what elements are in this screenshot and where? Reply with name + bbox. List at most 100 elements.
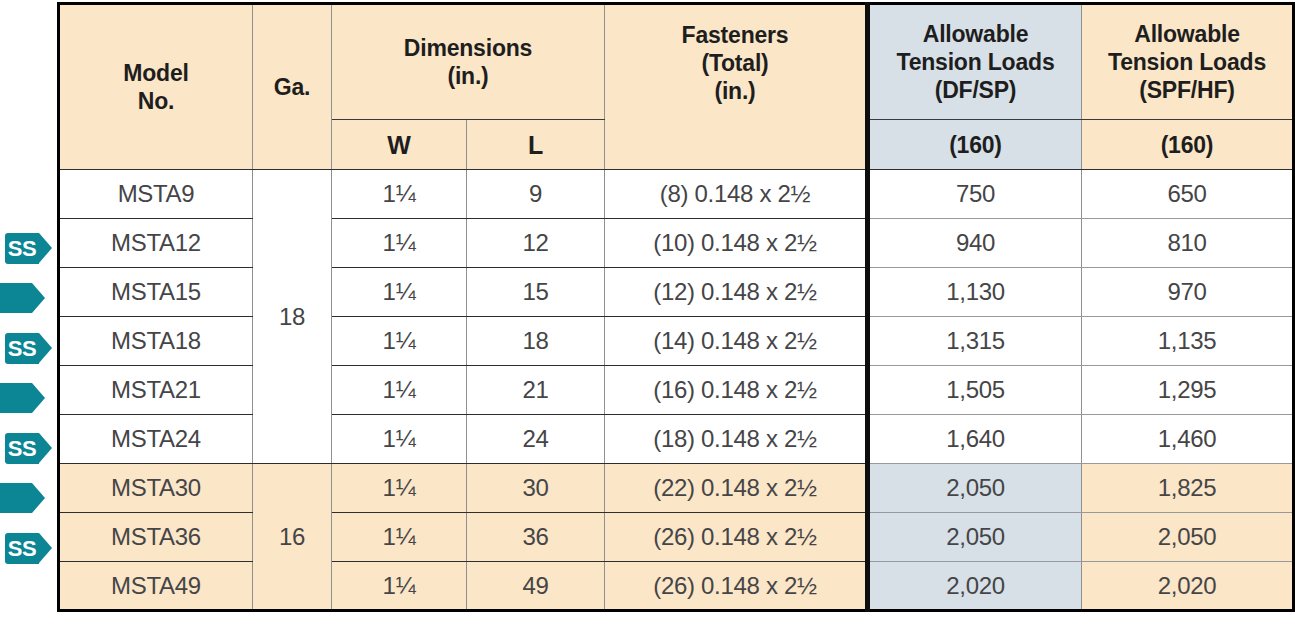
arrow-marker-icon [0,383,45,413]
marker-arrow-tip [39,333,52,363]
cell-w: 1¼ [332,219,467,268]
cell-w: 1¼ [332,415,467,464]
cell-model: MSTA21 [59,366,253,415]
col-header-loads-spfhf: Allowable Tension Loads (SPF/HF) [1082,4,1294,120]
cell-model: MSTA15 [59,268,253,317]
cell-fasteners: (16) 0.148 x 2½ [605,366,868,415]
cell-fasteners: (26) 0.148 x 2½ [605,513,868,562]
table-row: MSTA30 16 1¼ 30 (22) 0.148 x 2½ 2,050 1,… [59,464,1294,513]
ss-marker-label: SS [5,433,39,464]
cell-l: 18 [467,317,605,366]
cell-load-dfsp: 1,315 [868,317,1082,366]
cell-load-dfsp: 2,050 [868,464,1082,513]
col-header-ga: Ga. [253,4,332,170]
cell-ga-group-18: 18 [253,170,332,464]
table-row: MSTA12 1¼ 12 (10) 0.148 x 2½ 940 810 [59,219,1294,268]
table-row: MSTA49 1¼ 49 (26) 0.148 x 2½ 2,020 2,020 [59,562,1294,611]
cell-l: 36 [467,513,605,562]
col-header-w: W [332,120,467,170]
marker-arrow-tip [32,283,45,313]
cell-fasteners: (8) 0.148 x 2½ [605,170,868,219]
ss-marker-icon: SS [5,433,52,464]
cell-w: 1¼ [332,366,467,415]
cell-w: 1¼ [332,562,467,611]
marker-arrow-tip [39,233,52,263]
ss-marker-icon: SS [5,233,52,264]
ss-marker-icon: SS [5,333,52,364]
marker-arrow-tip [32,483,45,513]
cell-load-dfsp: 2,050 [868,513,1082,562]
cell-load-spfhf: 810 [1082,219,1294,268]
cell-model: MSTA49 [59,562,253,611]
arrow-marker-body [0,283,32,313]
cell-l: 49 [467,562,605,611]
cell-load-spfhf: 1,825 [1082,464,1294,513]
cell-fasteners: (14) 0.148 x 2½ [605,317,868,366]
cell-fasteners: (26) 0.148 x 2½ [605,562,868,611]
marker-arrow-tip [39,533,52,563]
ss-marker-label: SS [5,533,39,564]
load-table: Model No. Ga. Dimensions (in.) Fasteners… [57,2,1295,612]
cell-fasteners: (10) 0.148 x 2½ [605,219,868,268]
cell-l: 12 [467,219,605,268]
cell-l: 9 [467,170,605,219]
cell-w: 1¼ [332,268,467,317]
cell-load-dfsp: 940 [868,219,1082,268]
cell-load-spfhf: 2,020 [1082,562,1294,611]
cell-model: MSTA12 [59,219,253,268]
cell-load-spfhf: 1,460 [1082,415,1294,464]
cell-load-dfsp: 750 [868,170,1082,219]
cell-l: 21 [467,366,605,415]
col-header-loads-dfsp: Allowable Tension Loads (DF/SP) [868,4,1082,120]
ss-marker-icon: SS [5,533,52,564]
ss-marker-label: SS [5,333,39,364]
cell-load-dfsp: 1,130 [868,268,1082,317]
col-header-l: L [467,120,605,170]
cell-model: MSTA36 [59,513,253,562]
arrow-marker-icon [0,283,45,313]
col-subheader-dfsp-160: (160) [868,120,1082,170]
cell-load-spfhf: 970 [1082,268,1294,317]
cell-load-dfsp: 2,020 [868,562,1082,611]
cell-l: 15 [467,268,605,317]
cell-load-spfhf: 1,295 [1082,366,1294,415]
cell-load-dfsp: 1,640 [868,415,1082,464]
cell-model: MSTA24 [59,415,253,464]
marker-layer: SS SS SS SS [0,0,57,631]
table-row: MSTA36 1¼ 36 (26) 0.148 x 2½ 2,050 2,050 [59,513,1294,562]
cell-ga-group-16: 16 [253,464,332,611]
table-row: MSTA21 1¼ 21 (16) 0.148 x 2½ 1,505 1,295 [59,366,1294,415]
cell-load-dfsp: 1,505 [868,366,1082,415]
table-row: MSTA24 1¼ 24 (18) 0.148 x 2½ 1,640 1,460 [59,415,1294,464]
cell-w: 1¼ [332,317,467,366]
cell-w: 1¼ [332,464,467,513]
cell-w: 1¼ [332,170,467,219]
cell-load-spfhf: 1,135 [1082,317,1294,366]
ss-marker-label: SS [5,233,39,264]
page-root: SS SS SS SS Model No. Ga. Dimensions (in.) … [0,0,1295,631]
cell-model: MSTA9 [59,170,253,219]
arrow-marker-body [0,383,32,413]
cell-fasteners: (18) 0.148 x 2½ [605,415,868,464]
cell-l: 30 [467,464,605,513]
arrow-marker-icon [0,483,45,513]
cell-load-spfhf: 650 [1082,170,1294,219]
table-header-row-1: Model No. Ga. Dimensions (in.) Fasteners… [59,4,1294,120]
table-row: MSTA15 1¼ 15 (12) 0.148 x 2½ 1,130 970 [59,268,1294,317]
cell-model: MSTA30 [59,464,253,513]
col-subheader-spfhf-160: (160) [1082,120,1294,170]
cell-load-spfhf: 2,050 [1082,513,1294,562]
col-header-model: Model No. [59,4,253,170]
table-row: MSTA9 18 1¼ 9 (8) 0.148 x 2½ 750 650 [59,170,1294,219]
cell-fasteners: (12) 0.148 x 2½ [605,268,868,317]
col-header-fasteners: Fasteners (Total) (in.) [605,4,868,170]
col-header-dimensions: Dimensions (in.) [332,4,605,120]
cell-w: 1¼ [332,513,467,562]
table-row: MSTA18 1¼ 18 (14) 0.148 x 2½ 1,315 1,135 [59,317,1294,366]
arrow-marker-body [0,483,32,513]
cell-fasteners: (22) 0.148 x 2½ [605,464,868,513]
marker-arrow-tip [39,433,52,463]
cell-l: 24 [467,415,605,464]
cell-model: MSTA18 [59,317,253,366]
marker-arrow-tip [32,383,45,413]
